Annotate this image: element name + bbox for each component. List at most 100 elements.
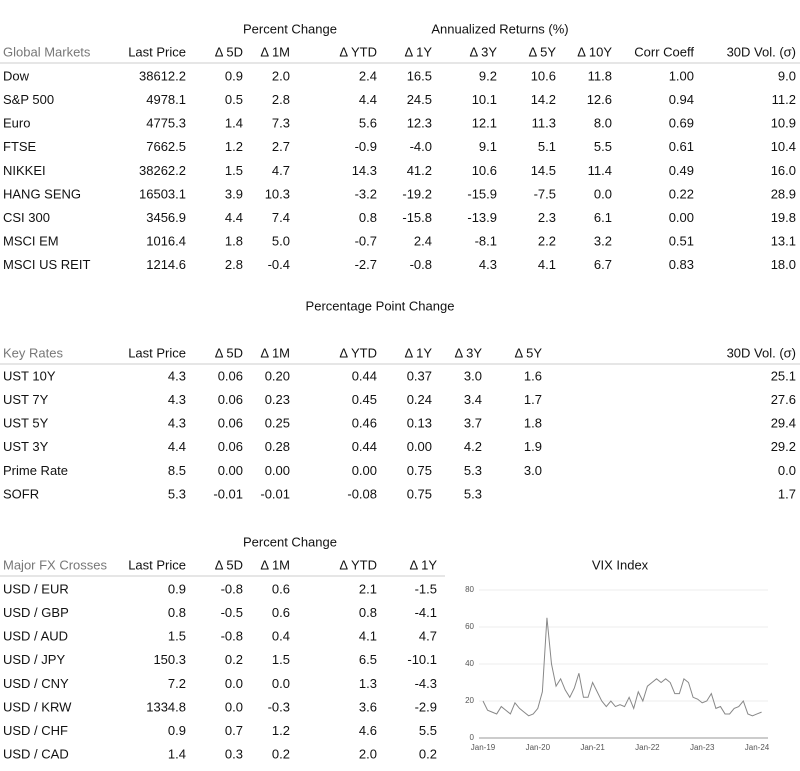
cell: 0.9 <box>168 723 186 738</box>
cell: 0.69 <box>669 116 694 131</box>
cell: 0.2 <box>419 747 437 762</box>
cell: 0.06 <box>218 392 243 407</box>
cell: 0.00 <box>218 463 243 478</box>
cell: 0.13 <box>407 416 432 431</box>
cell: 38262.2 <box>139 163 186 178</box>
cell: 0.22 <box>669 186 694 201</box>
cell: 11.3 <box>532 116 556 131</box>
cell: 5.0 <box>272 234 290 249</box>
row-label: UST 5Y <box>3 416 49 431</box>
row-label: NIKKEI <box>3 163 46 178</box>
cell: 18.0 <box>771 257 796 272</box>
cell: 12.6 <box>587 92 612 107</box>
cell: 0.25 <box>265 416 290 431</box>
cell: 3456.9 <box>146 210 186 225</box>
cell: 1.00 <box>669 68 694 83</box>
y-tick-label: 80 <box>465 585 474 594</box>
row-label: Dow <box>3 68 30 83</box>
cell: 1.4 <box>225 116 243 131</box>
cell: 3.7 <box>464 416 482 431</box>
cell: 2.4 <box>414 234 432 249</box>
column-header: Δ 5D <box>215 44 243 59</box>
cell: 5.3 <box>464 486 482 501</box>
cell: 0.0 <box>778 463 796 478</box>
row-label: USD / EUR <box>3 581 69 596</box>
cell: 7.3 <box>272 116 290 131</box>
column-header: Last Price <box>128 345 186 360</box>
table-title: Percentage Point Change <box>306 298 455 313</box>
cell: 0.9 <box>168 581 186 596</box>
x-tick-label: Jan-22 <box>635 743 660 752</box>
cell: -19.2 <box>402 186 432 201</box>
cell: 5.1 <box>538 139 556 154</box>
cell: 0.0 <box>272 676 290 691</box>
chart-title: VIX Index <box>592 557 649 572</box>
cell: 0.00 <box>265 463 290 478</box>
cell: 10.1 <box>472 92 497 107</box>
cell: 5.5 <box>419 723 437 738</box>
cell: 4978.1 <box>146 92 186 107</box>
cell: 6.7 <box>594 257 612 272</box>
cell: 1.5 <box>168 629 186 644</box>
cell: 2.7 <box>272 139 290 154</box>
cell: 8.5 <box>168 463 186 478</box>
cell: 4.3 <box>168 368 186 383</box>
cell: 2.1 <box>359 581 377 596</box>
cell: 12.3 <box>407 116 432 131</box>
cell: -13.9 <box>467 210 497 225</box>
cell: -4.0 <box>410 139 432 154</box>
cell: 0.2 <box>225 652 243 667</box>
cell: 10.3 <box>265 186 290 201</box>
cell: -15.8 <box>402 210 432 225</box>
x-tick-label: Jan-23 <box>690 743 715 752</box>
cell: 3.6 <box>359 699 377 714</box>
row-label: Prime Rate <box>3 463 68 478</box>
column-header: Key Rates <box>3 345 63 360</box>
cell: 24.5 <box>407 92 432 107</box>
cell: 4.6 <box>359 723 377 738</box>
cell: 1.8 <box>225 234 243 249</box>
cell: 4.3 <box>479 257 497 272</box>
cell: 0.06 <box>218 439 243 454</box>
cell: -0.01 <box>213 486 243 501</box>
cell: 0.51 <box>669 234 694 249</box>
cell: 29.4 <box>771 416 796 431</box>
cell: 0.5 <box>225 92 243 107</box>
cell: -3.2 <box>355 186 377 201</box>
row-label: USD / CAD <box>3 747 69 762</box>
cell: 0.46 <box>352 416 377 431</box>
x-tick-label: Jan-19 <box>471 743 496 752</box>
cell: 0.44 <box>352 368 377 383</box>
column-header: Last Price <box>128 557 186 572</box>
cell: 0.06 <box>218 416 243 431</box>
row-label: UST 3Y <box>3 439 49 454</box>
column-header: Δ YTD <box>339 345 377 360</box>
cell: -0.4 <box>268 257 290 272</box>
group-header: Percent Change <box>243 534 337 549</box>
cell: 9.2 <box>479 68 497 83</box>
cell: 2.3 <box>538 210 556 225</box>
column-header: Δ 5Y <box>515 345 543 360</box>
cell: 0.4 <box>272 629 290 644</box>
cell: 11.4 <box>588 163 612 178</box>
cell: 0.00 <box>407 439 432 454</box>
cell: 27.6 <box>771 392 796 407</box>
column-header: Δ YTD <box>339 44 377 59</box>
column-header: Global Markets <box>3 44 91 59</box>
cell: 4.3 <box>168 416 186 431</box>
cell: -0.08 <box>347 486 377 501</box>
row-label: SOFR <box>3 486 39 501</box>
row-label: MSCI US REIT <box>3 257 90 272</box>
cell: 10.9 <box>771 116 796 131</box>
cell: 4.4 <box>168 439 186 454</box>
column-header: Δ 1Y <box>405 44 433 59</box>
cell: -2.9 <box>415 699 437 714</box>
cell: 4.4 <box>225 210 243 225</box>
cell: 2.0 <box>359 747 377 762</box>
row-label: USD / KRW <box>3 699 72 714</box>
cell: -1.5 <box>415 581 437 596</box>
cell: 12.1 <box>472 116 497 131</box>
group-header: Percent Change <box>243 21 337 36</box>
cell: -0.8 <box>221 581 243 596</box>
